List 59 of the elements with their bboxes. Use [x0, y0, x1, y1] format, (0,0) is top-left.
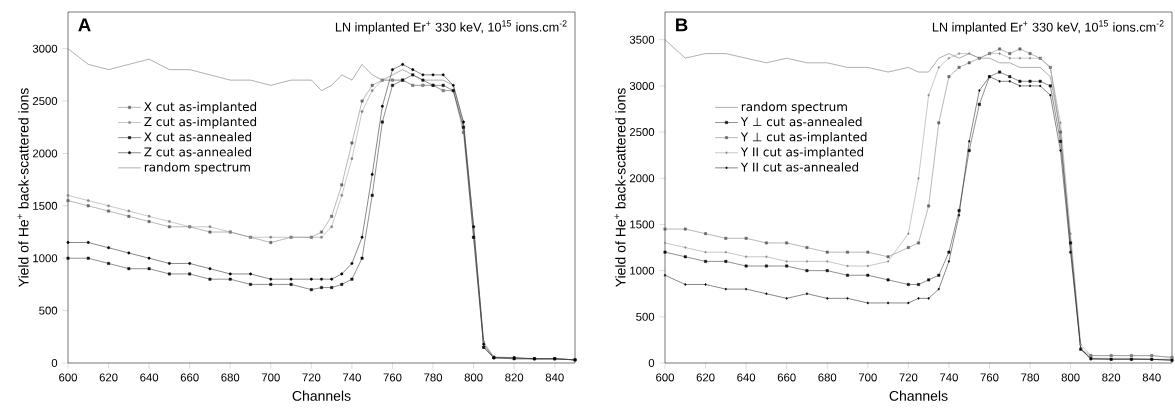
- x-tick-label: 800: [1061, 373, 1080, 382]
- y-tick-label: 2000: [629, 174, 655, 183]
- x-tick-label: 780: [424, 373, 443, 382]
- legend-label: X cut as-implanted: [144, 101, 257, 114]
- y-tick-label: 1000: [630, 266, 655, 275]
- x-tick-label: 820: [1102, 373, 1121, 382]
- x-tick-label: 740: [343, 373, 361, 382]
- x-tick-label: 680: [818, 373, 837, 382]
- y-tick-label: 0: [51, 359, 58, 368]
- x-tick-label: 620: [99, 373, 118, 382]
- annotation: B: [676, 18, 688, 32]
- y-tick-label: 3000: [629, 81, 655, 90]
- legend-label: Y II cut as-implanted: [740, 147, 864, 159]
- x-tick-label: 660: [777, 373, 796, 382]
- x-tick-label: 640: [140, 373, 159, 382]
- x-tick-label: 640: [737, 373, 756, 382]
- x-tick-label: 600: [656, 373, 675, 382]
- y-tick-label: 500: [39, 306, 58, 315]
- x-tick-label: 700: [261, 373, 280, 382]
- text: LN implanted Er$^{+}$ 330 keV, 10$^{15}$ ions.cm$^{-2}$: [932, 20, 1164, 35]
- x-tick-label: 840: [1142, 373, 1161, 382]
- legend-label: Y ⊥ cut as-annealed: [740, 116, 862, 127]
- text: LN implanted Er$^{+}$ 330 keV, 10$^{15}$ ions.cm$^{-2}$: [335, 20, 567, 35]
- x-tick-label: 800: [464, 373, 483, 382]
- legend-label: Y II cut as-annealed: [740, 162, 859, 172]
- y-tick-label: 1000: [33, 254, 58, 263]
- x-axis-title: Channels: [292, 390, 351, 401]
- y-axis-title: Yield of He$^{+}$ back-scattered ions: [614, 88, 626, 288]
- y-tick-label: 1500: [630, 220, 655, 229]
- legend-label: random spectrum: [144, 162, 250, 174]
- x-tick-label: 760: [980, 373, 999, 382]
- x-tick-label: 720: [899, 373, 918, 382]
- x-tick-label: 660: [180, 373, 199, 382]
- x-tick-label: 600: [59, 373, 78, 382]
- y-tick-label: 2500: [629, 128, 655, 137]
- legend-label: Z cut as-annealed: [144, 147, 252, 157]
- x-tick-label: 820: [505, 373, 524, 382]
- annotation: A: [78, 18, 91, 32]
- x-tick-label: 760: [383, 373, 402, 382]
- x-tick-label: 620: [696, 373, 715, 382]
- y-axis-title: Yield of He$^{+}$ back-scattered ions: [17, 88, 29, 288]
- y-tick-label: 500: [636, 312, 655, 321]
- x-tick-label: 700: [858, 373, 877, 382]
- x-tick-label: 680: [221, 373, 240, 382]
- x-tick-label: 840: [545, 373, 564, 382]
- x-tick-label: 780: [1021, 373, 1040, 382]
- y-tick-label: 2000: [32, 149, 58, 158]
- x-tick-label: 720: [302, 373, 321, 382]
- y-tick-label: 3500: [629, 35, 655, 44]
- y-tick-label: 2500: [32, 97, 58, 106]
- legend-label: X cut as-annealed: [144, 132, 252, 142]
- x-axis-title: Channels: [889, 390, 948, 401]
- legend-label: random spectrum: [741, 101, 847, 114]
- legend-label: Z cut as-implanted: [144, 116, 257, 129]
- legend-label: Y ⊥ cut as-implanted: [740, 132, 867, 144]
- y-tick-label: 0: [648, 359, 655, 368]
- y-tick-label: 1500: [33, 201, 58, 210]
- y-tick-label: 3000: [32, 44, 58, 53]
- x-tick-label: 740: [940, 373, 958, 382]
